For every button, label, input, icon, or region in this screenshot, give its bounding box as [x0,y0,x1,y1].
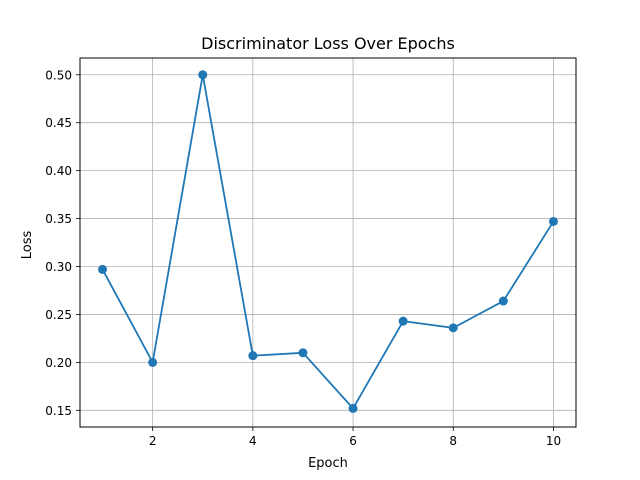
y-tick-label: 0.35 [45,212,72,226]
x-tick-label: 10 [546,434,561,448]
data-point [348,403,358,413]
x-tick-label: 4 [249,434,257,448]
x-tick-label: 8 [449,434,457,448]
data-point [198,70,208,80]
data-point [498,296,508,306]
grid [80,58,576,427]
data-point [248,351,258,361]
y-tick-label: 0.50 [45,68,72,82]
x-tick-label: 6 [349,434,357,448]
data-point [398,316,408,326]
chart-title: Discriminator Loss Over Epochs [201,34,455,53]
y-tick-label: 0.40 [45,164,72,178]
data-point [148,357,158,367]
y-tick-label: 0.20 [45,356,72,370]
data-point [548,216,558,226]
y-tick-label: 0.30 [45,260,72,274]
x-tick-label: 2 [149,434,157,448]
x-axis-label: Epoch [308,456,348,471]
data-point [448,323,458,333]
data-point [98,264,108,274]
y-axis-label: Loss [20,231,35,260]
y-tick-label: 0.15 [45,404,72,418]
axis-ticks: 2 4 6 8 10 0.15 0.20 0.25 0.30 0.35 0.40 0.45 0.50 [45,68,561,448]
data-point [298,348,308,358]
y-tick-label: 0.25 [45,308,72,322]
series-line [101,73,555,410]
y-tick-label: 0.45 [45,116,72,130]
series-loss [98,70,558,413]
axes-frame [79,57,577,428]
